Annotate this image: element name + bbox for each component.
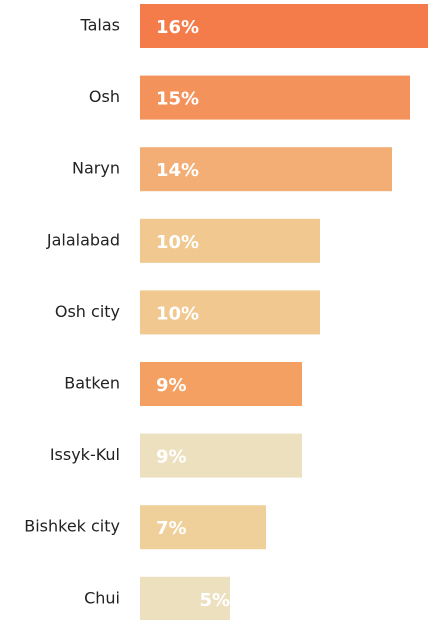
category-label: Osh [89, 87, 120, 106]
data-label: 10% [156, 232, 199, 253]
bar [140, 290, 320, 335]
category-label: Batken [64, 374, 120, 393]
data-label: 7% [156, 518, 187, 539]
bar [140, 505, 266, 550]
category-label: Jalalabad [46, 230, 120, 249]
bar [140, 147, 392, 192]
category-label: Issyk-Kul [50, 445, 120, 464]
category-label: Naryn [72, 159, 120, 178]
bar [140, 75, 410, 120]
data-label: 15% [156, 89, 199, 110]
category-label: Bishkek city [24, 517, 120, 536]
bar [140, 4, 428, 48]
bar [140, 576, 230, 620]
data-label: 10% [156, 303, 199, 324]
data-label: 16% [156, 17, 199, 38]
data-label: 9% [156, 375, 187, 396]
category-label: Chui [84, 588, 120, 607]
data-label: 5% [199, 590, 230, 611]
bar [140, 218, 320, 263]
data-label: 14% [156, 160, 199, 181]
category-label: Talas [79, 16, 120, 35]
category-label: Osh city [55, 302, 120, 321]
bar [140, 362, 302, 406]
data-label: 9% [156, 447, 187, 468]
bar [140, 433, 302, 478]
